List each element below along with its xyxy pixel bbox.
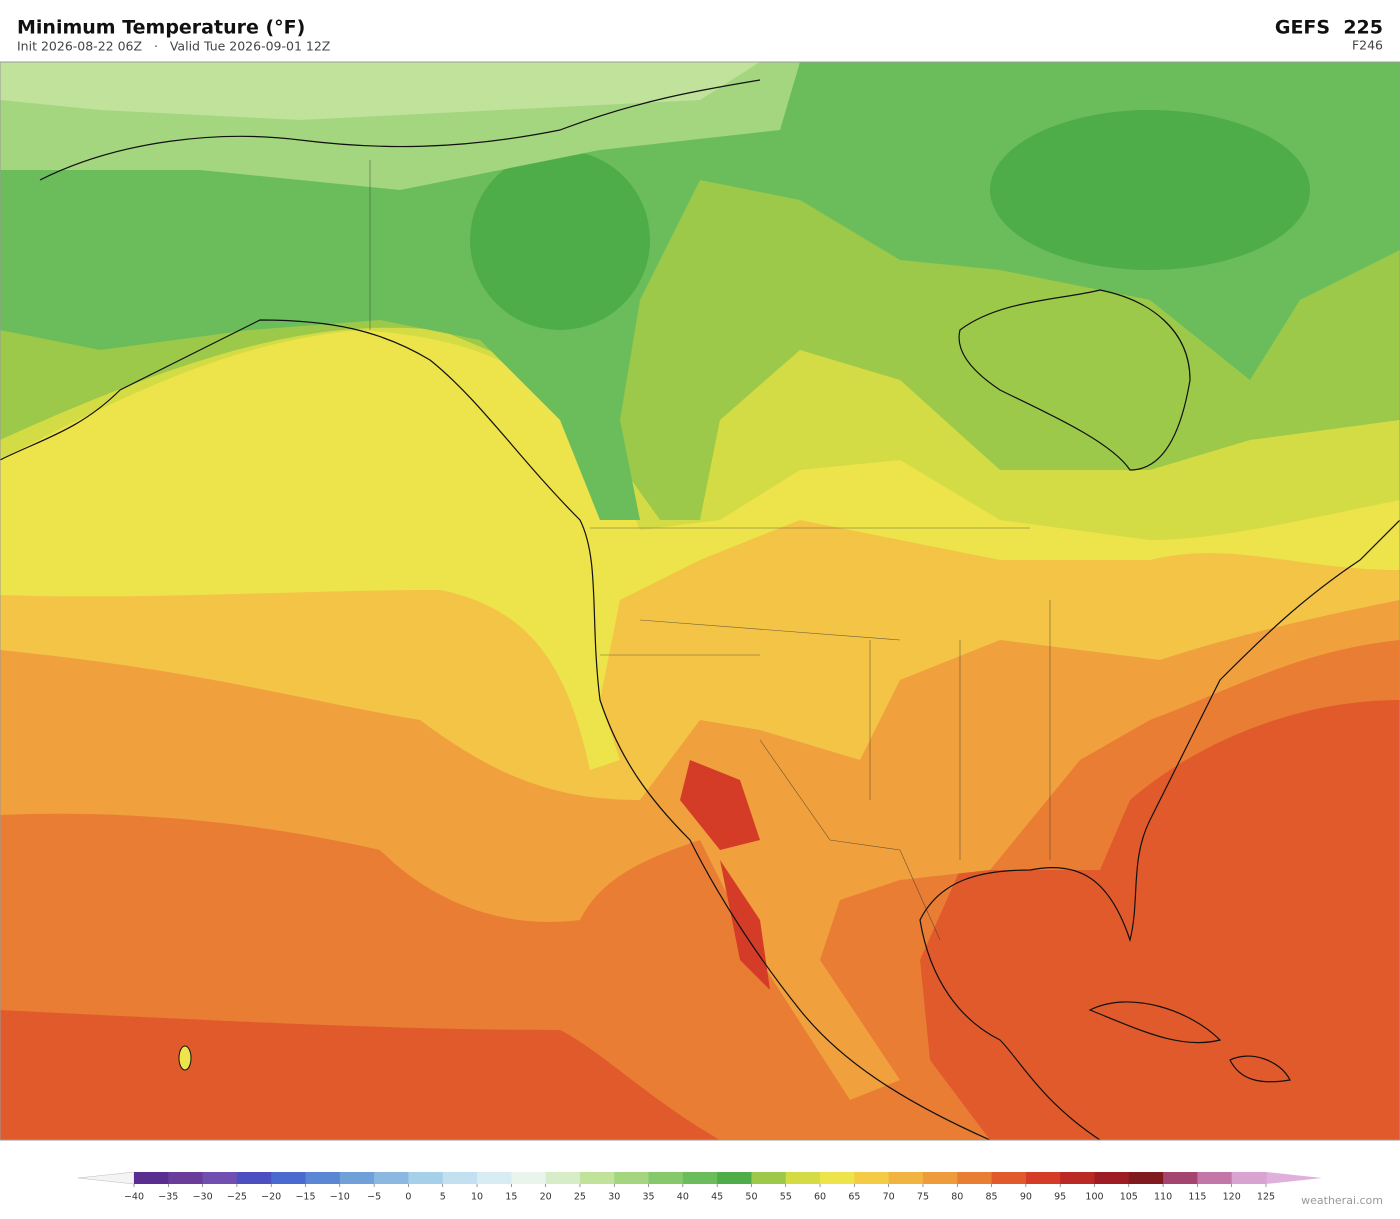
colorbar-segment — [751, 1172, 787, 1184]
colorbar-tick-label: −10 — [330, 1192, 350, 1203]
colorbar-tick-label: 90 — [1020, 1192, 1032, 1203]
colorbar-segment — [991, 1172, 1027, 1184]
colorbar-tick-label: 55 — [780, 1192, 792, 1203]
colorbar-tick-label: −30 — [193, 1192, 213, 1203]
coastline — [958, 289, 1191, 471]
colorbar-segment — [648, 1172, 684, 1184]
colorbar-tick-label: 125 — [1257, 1192, 1275, 1203]
colorbar-tick-label: −15 — [295, 1192, 315, 1203]
colorbar-segment — [339, 1172, 375, 1184]
colorbar: −40 −35 −30 −25 −20 −15 −10 −5 0 5 10 15 20 25 30 35 40 4… — [77, 1171, 1322, 1203]
colorbar-tick-label: 35 — [642, 1192, 654, 1203]
colorbar-segment — [408, 1172, 444, 1184]
colorbar-tick-label: −5 — [367, 1192, 381, 1203]
watermark: weatherai.com — [1301, 1194, 1383, 1207]
coastline — [0, 319, 1400, 1141]
subtitle: Init 2026-08-22 06Z · Valid Tue 2026-09-… — [17, 39, 330, 54]
map-field — [680, 760, 770, 990]
colorbar-segment — [614, 1172, 650, 1184]
colorbar-tick-label: −25 — [227, 1192, 247, 1203]
colorbar-tick-label: 20 — [540, 1192, 552, 1203]
colorbar-tick-label: 40 — [677, 1192, 689, 1203]
colorbar-tick-label: 65 — [848, 1192, 860, 1203]
colorbar-tick-label: 10 — [471, 1192, 483, 1203]
colorbar-segment — [1094, 1172, 1130, 1184]
colorbar-tick-label: 95 — [1054, 1192, 1066, 1203]
colorbar-tick-label: 45 — [711, 1192, 723, 1203]
colorbar-segment — [820, 1172, 855, 1184]
colorbar-tick-label: 50 — [745, 1192, 757, 1203]
colorbar-under — [77, 1171, 135, 1185]
colorbar-segment — [682, 1172, 718, 1184]
colorbar-segment — [511, 1172, 547, 1184]
colorbar-segment — [545, 1172, 581, 1184]
colorbar-tick-label: −20 — [261, 1192, 281, 1203]
colorbar-segment — [168, 1172, 204, 1184]
colorbar-segment — [477, 1172, 512, 1184]
colorbar-segment — [1231, 1172, 1267, 1184]
colorbar-tick-label: −35 — [158, 1192, 178, 1203]
colorbar-segment — [854, 1172, 890, 1184]
colorbar-segment — [1128, 1172, 1164, 1184]
colorbar-tick-label: −40 — [124, 1192, 144, 1203]
colorbar-segment — [785, 1172, 821, 1184]
colorbar-tick-label: 120 — [1223, 1192, 1241, 1203]
colorbar-tick-label: 115 — [1188, 1192, 1206, 1203]
coastline — [39, 79, 761, 181]
colorbar-tick-label: 30 — [608, 1192, 620, 1203]
colorbar-over — [1266, 1172, 1322, 1184]
colorbar-tick-label: 5 — [440, 1192, 446, 1203]
border — [369, 160, 1051, 941]
title: Minimum Temperature (°F) — [17, 17, 305, 39]
island — [178, 1045, 192, 1071]
colorbar-tick-label: 85 — [986, 1192, 998, 1203]
coastline — [1088, 1001, 1291, 1083]
colorbar-segment — [271, 1172, 307, 1184]
colorbar-tick-label: 80 — [951, 1192, 963, 1203]
colorbar-segment — [374, 1172, 409, 1184]
colorbar-segment — [305, 1172, 341, 1184]
map-frame — [0, 61, 1400, 1141]
colorbar-segment — [888, 1172, 924, 1184]
colorbar-segment — [957, 1172, 993, 1184]
map-field — [990, 110, 1310, 270]
colorbar-tick-label: 105 — [1120, 1192, 1138, 1203]
colorbar-segment — [717, 1172, 752, 1184]
map-field — [470, 150, 650, 330]
colorbar-tick-label: 15 — [505, 1192, 517, 1203]
colorbar-segment — [1025, 1172, 1061, 1184]
colorbar-tick-label: 100 — [1085, 1192, 1103, 1203]
colorbar-segment — [134, 1172, 169, 1184]
forecast-hour: F246 — [1352, 38, 1383, 53]
colorbar-segment — [579, 1172, 615, 1184]
colorbar-tick-label: 25 — [574, 1192, 586, 1203]
colorbar-tick-label: 70 — [883, 1192, 895, 1203]
colorbar-tick-label: 75 — [917, 1192, 929, 1203]
colorbar-segment — [1060, 1172, 1095, 1184]
colorbar-tick-label: 60 — [814, 1192, 826, 1203]
colorbar-segment — [202, 1172, 238, 1184]
map-field — [0, 62, 760, 120]
colorbar-segment — [1163, 1172, 1198, 1184]
colorbar-segment — [922, 1172, 958, 1184]
map — [0, 61, 1400, 1141]
colorbar-segment — [236, 1172, 272, 1184]
colorbar-tick-label: 0 — [405, 1192, 411, 1203]
colorbar-tick-label: 110 — [1154, 1192, 1172, 1203]
model-label: GEFS 225 — [1275, 17, 1383, 39]
colorbar-segment — [1197, 1172, 1233, 1184]
colorbar-segment — [442, 1172, 478, 1184]
